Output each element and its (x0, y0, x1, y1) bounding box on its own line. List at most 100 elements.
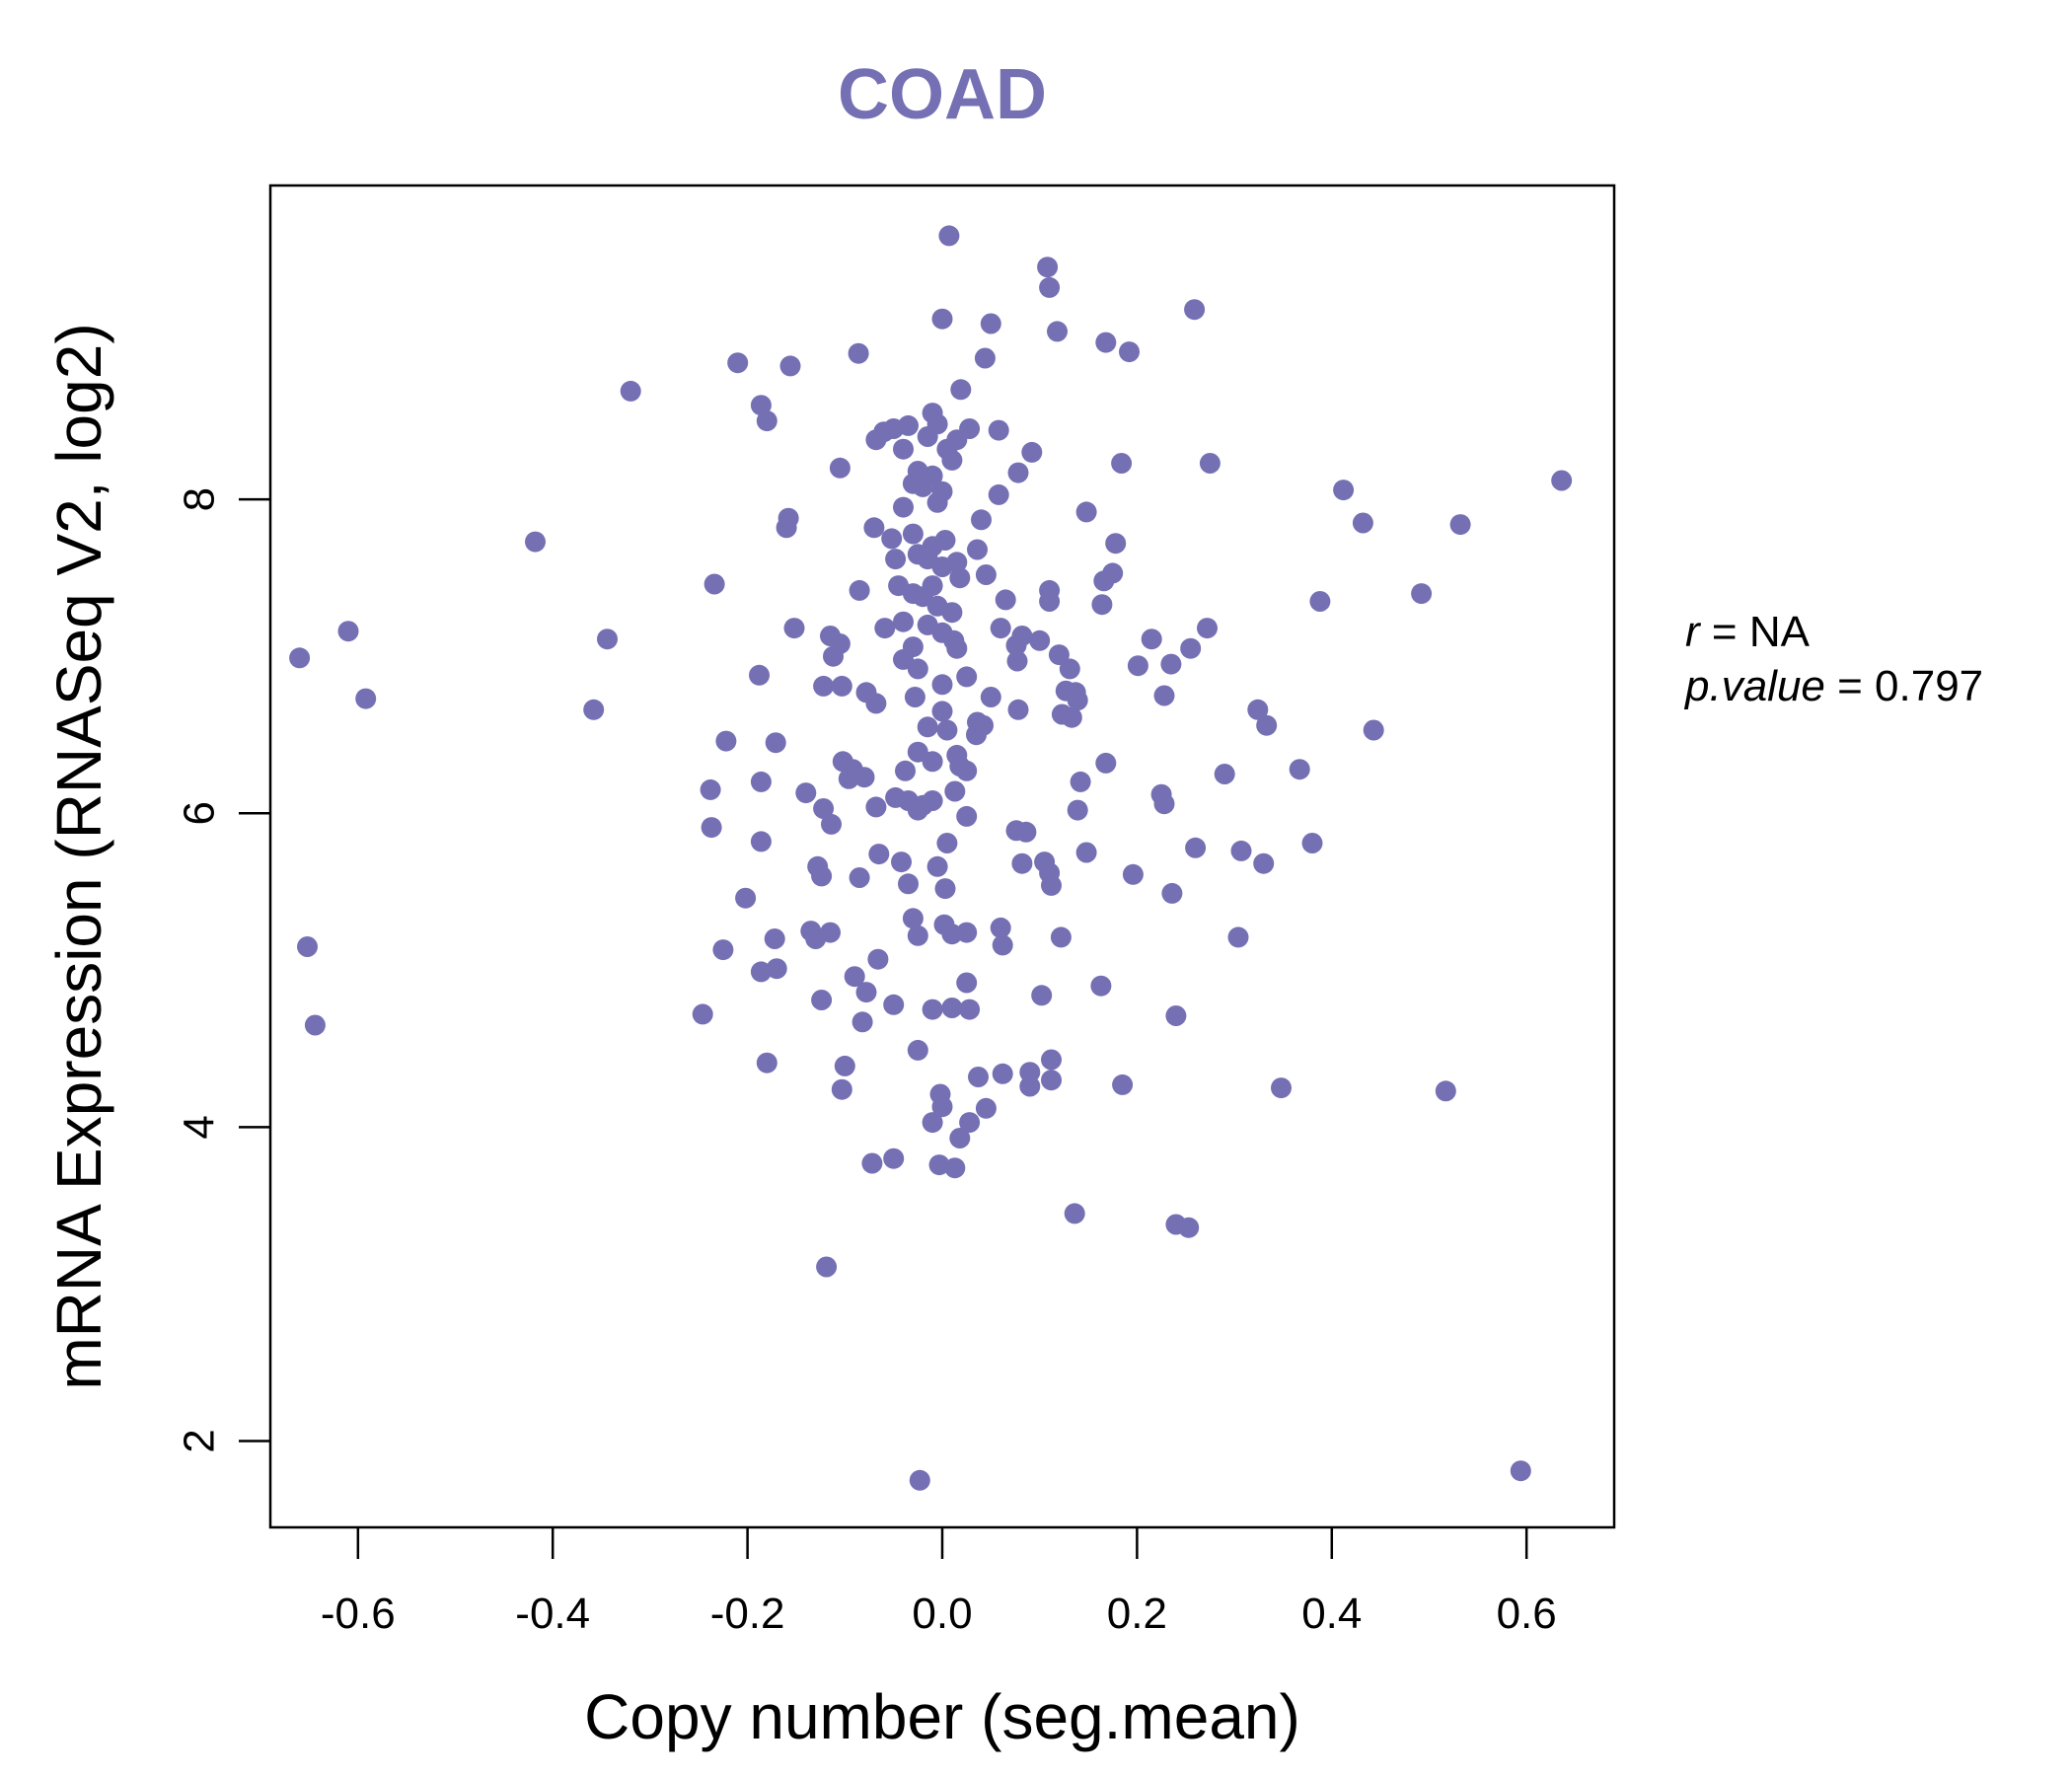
data-point (1090, 975, 1112, 997)
data-point (1105, 533, 1127, 555)
data-point (934, 878, 956, 900)
data-point (944, 1157, 966, 1179)
data-point (898, 873, 919, 895)
data-point (1510, 1460, 1531, 1482)
data-point (849, 867, 870, 888)
data-point (1050, 926, 1072, 948)
data-point (620, 380, 641, 402)
data-point (926, 855, 948, 877)
data-point (1435, 1080, 1456, 1102)
data-point (893, 496, 914, 518)
data-point (980, 687, 1001, 707)
data-point (1551, 470, 1573, 491)
data-point (865, 429, 887, 451)
data-point (829, 457, 851, 479)
data-point (956, 972, 978, 994)
data-point (1067, 799, 1088, 821)
data-point (1352, 512, 1373, 534)
data-point (1005, 634, 1027, 656)
data-point (865, 796, 887, 818)
data-point (1091, 594, 1113, 616)
data-point (1333, 480, 1355, 501)
x-tick-label: 0.2 (1107, 1590, 1167, 1638)
data-point (525, 531, 546, 553)
data-point (883, 418, 905, 439)
data-point (956, 760, 978, 781)
data-point (883, 1147, 905, 1169)
data-point (692, 1003, 713, 1025)
data-point (1127, 655, 1148, 677)
data-point (853, 767, 875, 788)
data-point (1041, 1070, 1062, 1091)
data-point (1309, 591, 1331, 612)
data-point (1095, 752, 1117, 774)
data-point (1015, 821, 1037, 843)
data-point (765, 732, 786, 754)
data-point (764, 928, 785, 949)
data-point (851, 1011, 873, 1033)
data-point (971, 509, 992, 531)
data-point (861, 1152, 883, 1174)
data-point (1253, 852, 1275, 874)
data-point (1180, 637, 1202, 659)
y-tick-label: 8 (176, 487, 224, 511)
data-point (928, 1154, 950, 1176)
data-point (727, 352, 749, 374)
data-point (956, 666, 978, 688)
data-point (988, 483, 1009, 505)
data-point (931, 701, 953, 722)
data-point (750, 771, 772, 792)
data-point (1019, 1075, 1041, 1097)
data-point (966, 724, 987, 746)
data-point (823, 645, 844, 667)
stat-p-label: p.value (1683, 662, 1825, 710)
data-point (1112, 1073, 1134, 1095)
data-point (992, 934, 1013, 956)
data-point (1011, 852, 1033, 874)
data-point (783, 618, 805, 639)
data-point (863, 517, 885, 539)
data-point (805, 928, 827, 949)
data-point (946, 637, 968, 659)
stats-annotation: r = NA p.value = 0.797 (1683, 608, 1983, 710)
chart-title: COAD (838, 55, 1047, 134)
data-point (1059, 658, 1080, 680)
data-point (988, 419, 1009, 441)
x-tick-label: 0.4 (1301, 1590, 1362, 1638)
data-point (1178, 1217, 1200, 1238)
data-point (1449, 514, 1471, 536)
data-point (956, 805, 978, 827)
data-point (816, 1256, 838, 1278)
x-axis: -0.6 -0.4 -0.2 0.0 0.2 0.4 0.6 (321, 1527, 1557, 1638)
data-point (1007, 462, 1029, 483)
data-point (974, 347, 996, 369)
data-point (1021, 441, 1043, 463)
data-point (912, 794, 933, 816)
data-point (1153, 685, 1175, 706)
data-point (701, 817, 722, 839)
data-point (715, 730, 737, 752)
data-point (1119, 341, 1140, 363)
x-tick-label: 0.0 (912, 1590, 972, 1638)
data-point (750, 961, 772, 983)
data-point (1141, 629, 1162, 650)
data-point (931, 674, 953, 696)
data-point (917, 716, 938, 738)
data-point (1301, 833, 1323, 853)
data-point (874, 618, 896, 639)
stat-p-eq: = (1825, 662, 1875, 710)
data-point (848, 342, 869, 364)
data-point (1031, 985, 1053, 1006)
data-point (712, 939, 734, 961)
data-point (881, 528, 903, 550)
data-point (831, 675, 852, 697)
data-point (893, 438, 914, 460)
x-tick-label: -0.6 (321, 1590, 396, 1638)
data-point (949, 1128, 971, 1148)
data-point (1153, 793, 1175, 815)
data-point (944, 780, 966, 802)
data-point (1007, 699, 1029, 720)
data-point (1363, 719, 1384, 741)
data-point (1095, 332, 1117, 353)
